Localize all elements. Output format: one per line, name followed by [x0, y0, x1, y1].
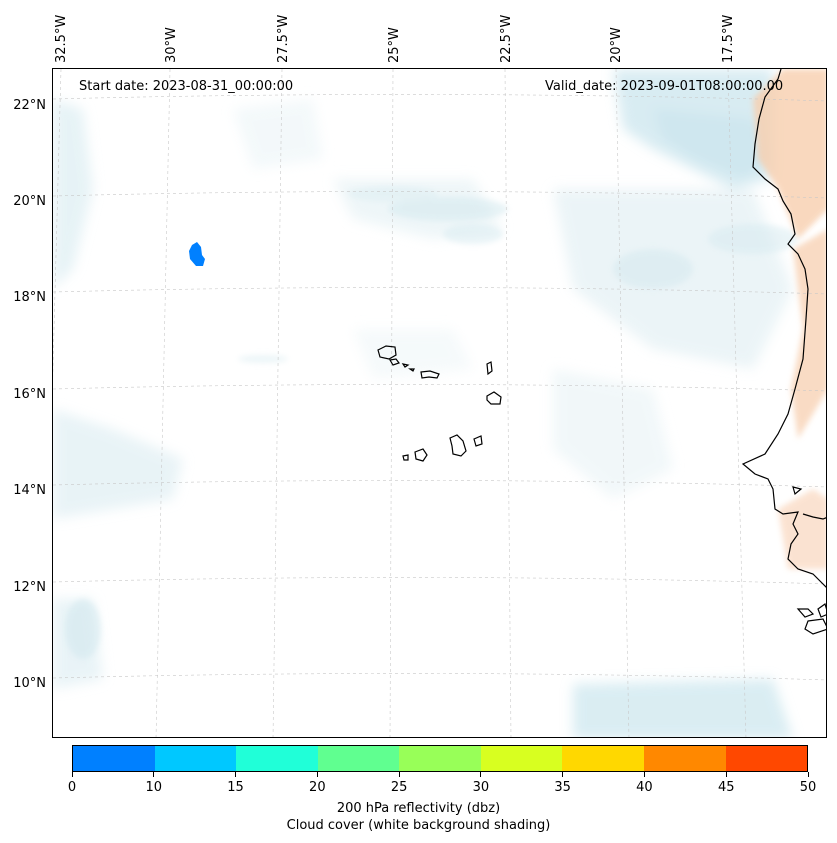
colorbar-tick-label: 35	[554, 780, 571, 795]
reflectivity-cell	[189, 242, 205, 266]
colorbar-tick-label: 50	[799, 780, 817, 795]
colorbar-tick	[71, 772, 73, 777]
african-coastline	[741, 69, 826, 635]
colorbar-tick	[316, 772, 318, 777]
map-panel: Start date: 2023-08-31_00:00:00 Valid_da…	[52, 68, 827, 738]
colorbar-tick	[562, 772, 564, 777]
colorbar-tick-label: 0	[67, 780, 77, 795]
colorbar-tick	[235, 772, 237, 777]
colorbar-segment-0	[73, 746, 155, 771]
colorbar-tick-label: 10	[145, 780, 163, 795]
colorbar-tick-label: 45	[717, 780, 735, 795]
graticule	[53, 69, 826, 737]
colorbar-tick-label: 15	[227, 780, 244, 795]
colorbar-tick-label: 20	[309, 780, 326, 795]
colorbar-tick	[398, 772, 400, 777]
cloud-cover-shading	[53, 69, 793, 737]
colorbar-segment-5	[480, 746, 563, 771]
lon-label-20w: 20°W	[609, 27, 624, 63]
lon-label-22-5w: 22.5°W	[499, 14, 514, 63]
cloud-cover-detail	[65, 186, 798, 659]
colorbar-tick-label: 40	[636, 780, 653, 795]
colorbar-segment-8	[725, 746, 808, 771]
map-canvas	[53, 69, 826, 737]
lon-label-17-5w: 17.5°W	[721, 14, 736, 63]
colorbar-label-cloud-cover: Cloud cover (white background shading)	[286, 818, 551, 833]
lat-label-16n: 16°N	[13, 387, 46, 402]
colorbar-label-reflectivity: 200 hPa reflectivity (dbz)	[336, 801, 501, 816]
colorbar-tick-label: 30	[472, 780, 490, 795]
colorbar-segment-2	[236, 746, 318, 771]
colorbar-segment-1	[154, 746, 237, 771]
colorbar-tick	[643, 772, 645, 777]
cape-verde-islands	[377, 345, 502, 462]
lon-label-32-5w: 32.5°W	[54, 14, 69, 63]
lat-label-22n: 22°N	[13, 98, 46, 113]
warm-shading	[753, 69, 826, 569]
colorbar-segment-6	[562, 746, 644, 771]
lat-label-20n: 20°N	[13, 194, 46, 209]
lat-label-12n: 12°N	[13, 580, 46, 595]
colorbar-tick	[725, 772, 727, 777]
lat-label-10n: 10°N	[13, 676, 46, 691]
colorbar-tick	[153, 772, 155, 777]
colorbar-segment-3	[317, 746, 400, 771]
lon-label-27-5w: 27.5°W	[276, 14, 291, 63]
colorbar	[72, 745, 808, 772]
colorbar-segment-4	[399, 746, 481, 771]
lat-label-14n: 14°N	[13, 483, 46, 498]
colorbar-tick-label: 25	[390, 780, 408, 795]
colorbar-tick	[807, 772, 809, 777]
lon-label-30w: 30°W	[164, 27, 179, 63]
colorbar-segment-7	[643, 746, 726, 771]
colorbar-tick	[480, 772, 482, 777]
start-date-label: Start date: 2023-08-31_00:00:00	[79, 79, 294, 94]
lat-label-18n: 18°N	[13, 290, 46, 305]
valid-date-label: Valid_date: 2023-09-01T08:00:00.00	[545, 79, 784, 94]
lon-label-25w: 25°W	[387, 27, 402, 63]
